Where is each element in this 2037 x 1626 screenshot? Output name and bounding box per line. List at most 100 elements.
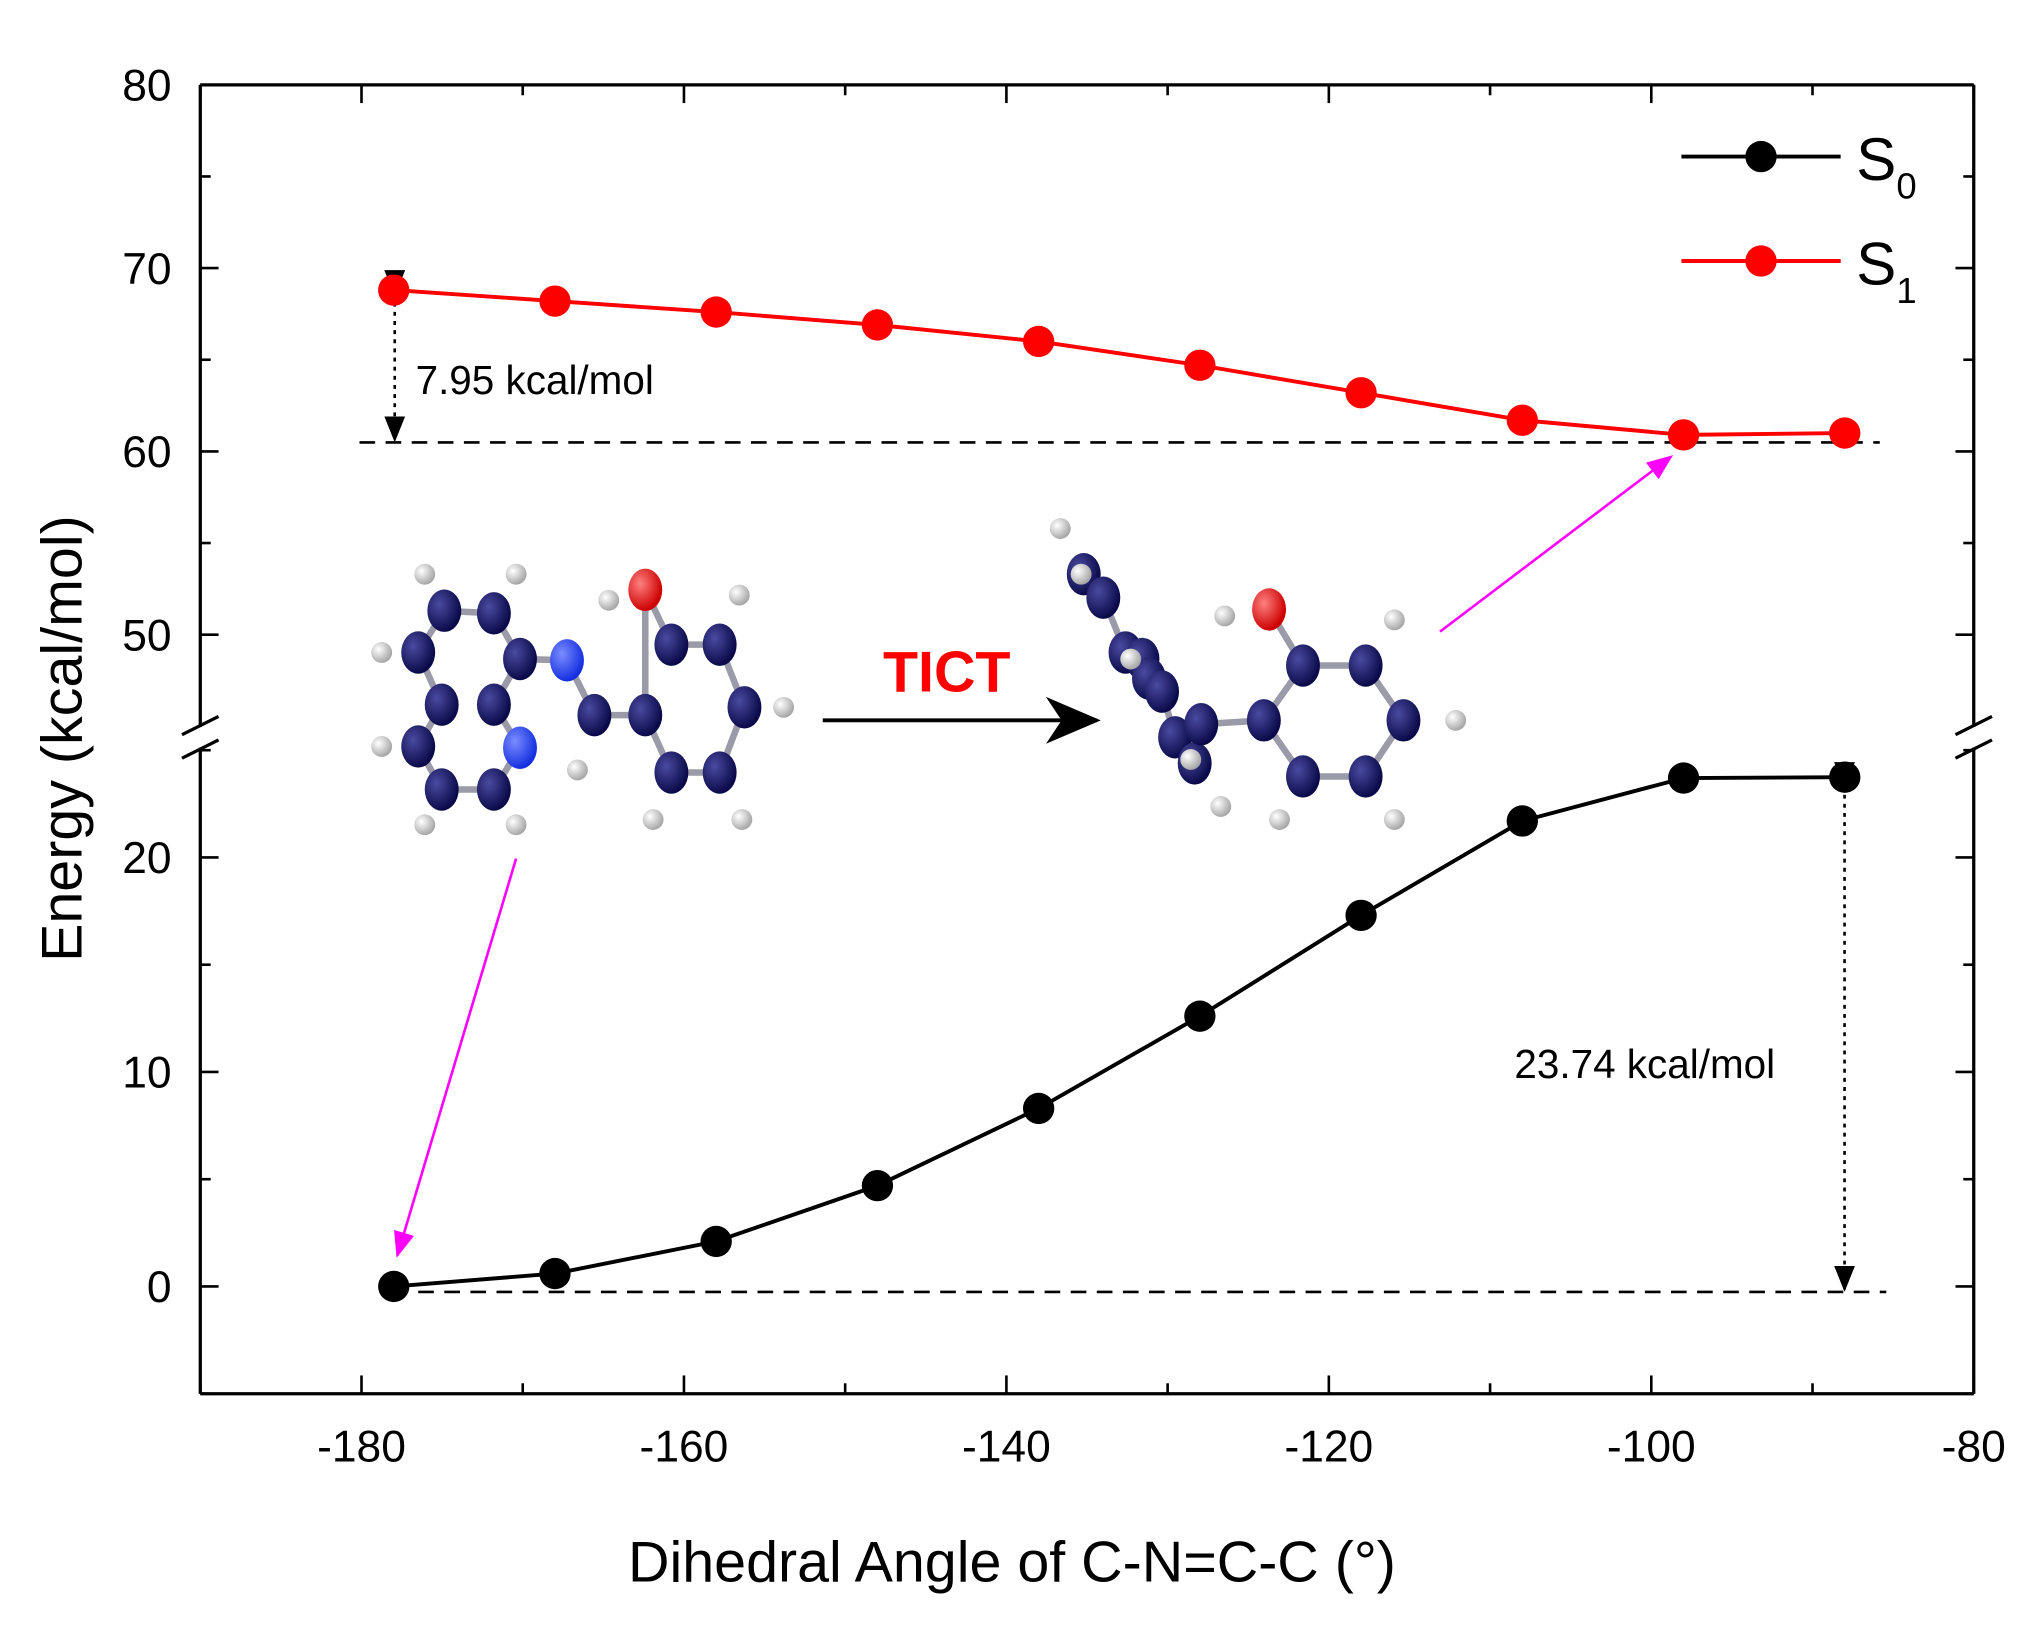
data-point-s0	[539, 1257, 571, 1290]
carbon-atom	[476, 768, 511, 811]
y-tick-label: 70	[122, 245, 171, 294]
hydrogen-atom	[371, 736, 393, 757]
hydrogen-atom	[505, 814, 527, 836]
data-point-s0	[1506, 805, 1538, 837]
axis-break-mark	[1954, 714, 1993, 737]
hydrogen-atom	[566, 759, 588, 781]
data-point-s1	[539, 285, 571, 317]
nitrogen-atom	[503, 726, 537, 769]
carbon-atom	[727, 686, 762, 729]
data-point-s1	[700, 296, 732, 328]
hydrogen-atom	[773, 696, 795, 718]
carbon-atom	[424, 683, 459, 726]
pointer-arrow-twisted	[1439, 455, 1674, 633]
carbon-atom	[1386, 699, 1421, 742]
hydrogen-atom	[1269, 809, 1290, 830]
data-point-s1	[1667, 419, 1700, 451]
x-tick-label: -120	[1284, 1423, 1373, 1472]
carbon-atom	[427, 589, 462, 632]
hydrogen-atom	[1383, 609, 1405, 631]
legend-marker-s0	[1745, 140, 1777, 173]
hydrogen-atom	[371, 642, 393, 663]
hydrogen-atom	[414, 814, 436, 836]
data-point-s1	[1022, 325, 1055, 358]
legend-marker-s1	[1745, 245, 1777, 277]
hydrogen-atom	[642, 809, 664, 830]
data-point-s1	[378, 274, 410, 306]
oxygen-atom	[628, 568, 663, 612]
carbon-atom	[1184, 703, 1219, 746]
hydrogen-atom	[1049, 518, 1071, 539]
s0-gap-label: 23.74 kcal/mol	[1514, 1041, 1775, 1087]
x-tick-label: -80	[1942, 1423, 2006, 1472]
carbon-atom	[503, 637, 537, 681]
carbon-atom	[1286, 755, 1320, 798]
hydrogen-atom	[1383, 809, 1405, 830]
axis-break-gap	[1955, 726, 1993, 748]
carbon-atom	[1145, 670, 1180, 713]
hydrogen-atom	[731, 809, 753, 830]
hydrogen-atom	[1070, 563, 1092, 585]
legend-label-s1: S1	[1856, 230, 1916, 310]
data-point-s1	[861, 309, 894, 341]
oxygen-atom	[1252, 588, 1287, 631]
carbon-atom	[401, 725, 436, 768]
hydrogen-atom	[1120, 648, 1142, 670]
data-point-s0	[1022, 1092, 1055, 1125]
carbon-atom	[476, 683, 511, 726]
tict-label: TICT	[883, 641, 1011, 705]
hydrogen-atom	[1180, 749, 1202, 770]
legend-label-main: S	[1856, 230, 1896, 297]
x-tick-label: -160	[640, 1423, 729, 1472]
pointer-arrow-planar	[394, 858, 518, 1258]
series-line-s0	[393, 775, 1845, 1289]
y-tick-label: 60	[122, 428, 171, 477]
hydrogen-atom	[1214, 605, 1236, 627]
x-axis-label: Dihedral Angle of C-N=C-C (°)	[628, 1531, 1396, 1595]
data-point-s0	[1184, 1000, 1216, 1032]
hydrogen-atom	[1210, 796, 1232, 817]
carbon-atom	[476, 592, 511, 635]
data-point-s1	[1345, 377, 1377, 409]
legend-label-main: S	[1856, 126, 1896, 193]
data-point-s0	[861, 1169, 894, 1202]
carbon-atom	[1348, 755, 1383, 798]
hydrogen-atom	[1445, 709, 1467, 731]
x-tick-label: -140	[962, 1423, 1051, 1472]
legend-label-s0: S0	[1856, 126, 1916, 206]
data-point-s0	[700, 1225, 732, 1258]
x-tick-label: -100	[1607, 1423, 1696, 1472]
axis-break-gap	[182, 726, 219, 748]
carbon-atom	[654, 623, 689, 666]
carbon-atom	[1246, 699, 1281, 742]
data-point-s0	[1345, 899, 1377, 932]
carbon-atom	[424, 768, 459, 811]
data-point-s1	[1506, 404, 1538, 436]
y-tick-label: 50	[122, 611, 171, 660]
y-tick-label: 0	[147, 1263, 172, 1312]
hydrogen-atom	[728, 584, 750, 606]
carbon-atom	[1286, 644, 1320, 687]
y-tick-label: 20	[122, 834, 171, 883]
data-point-s1	[1184, 349, 1216, 381]
carbon-atom	[702, 623, 737, 666]
data-point-s0	[378, 1270, 410, 1303]
carbon-atom	[401, 631, 436, 674]
carbon-atom	[1348, 644, 1383, 687]
hydrogen-atom	[598, 589, 620, 611]
carbon-atom	[702, 751, 737, 794]
legend-label-subscript: 0	[1896, 165, 1916, 206]
carbon-atom	[1086, 576, 1121, 619]
y-tick-label: 80	[122, 61, 171, 110]
s1-gap-label: 7.95 kcal/mol	[416, 357, 654, 403]
y-axis-label: Energy (kcal/mol)	[31, 515, 95, 962]
data-point-s0	[1829, 761, 1861, 793]
y-tick-label: 10	[122, 1049, 171, 1098]
data-point-s1	[1829, 417, 1861, 449]
hydrogen-atom	[505, 563, 527, 585]
x-tick-label: -180	[317, 1423, 406, 1472]
nitrogen-atom	[550, 639, 584, 682]
hydrogen-atom	[414, 563, 436, 585]
